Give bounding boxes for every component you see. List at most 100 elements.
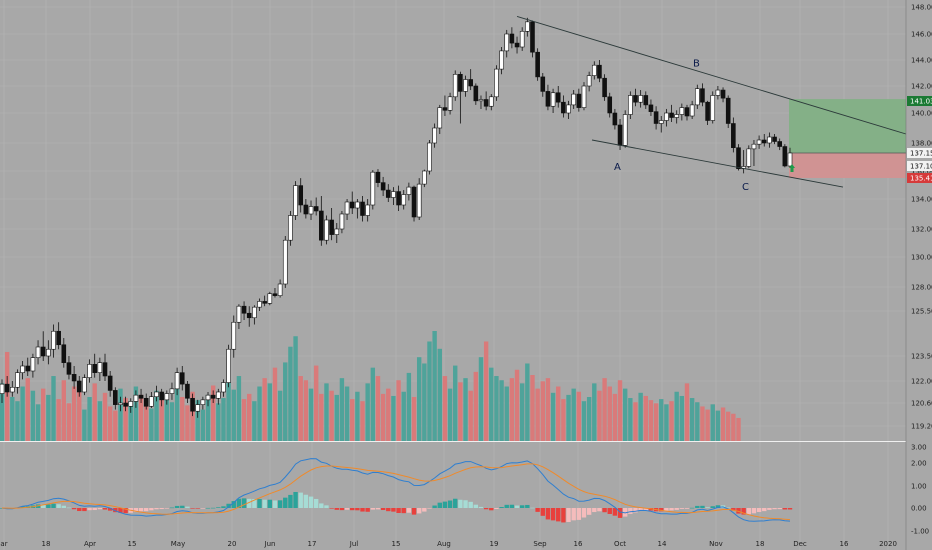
candle-body	[329, 219, 334, 235]
volume-bar	[607, 386, 612, 441]
candle-body	[339, 213, 345, 230]
candle-body	[483, 99, 489, 107]
candle-body	[205, 394, 211, 401]
volume-bar	[365, 383, 370, 441]
volume-bar	[643, 395, 648, 441]
macd-histogram-bar	[66, 507, 72, 509]
volume-bar	[257, 386, 262, 441]
macd-histogram-bar	[82, 508, 87, 512]
candle-body	[344, 201, 350, 215]
candle-body	[241, 305, 247, 314]
candle-body	[494, 68, 499, 98]
macd-histogram-bar	[324, 505, 329, 508]
volume-bar	[252, 401, 257, 441]
upper-trendline[interactable]	[516, 16, 907, 135]
candle-body	[638, 95, 643, 103]
macd-histogram-bar	[92, 508, 97, 511]
candle-body	[705, 101, 710, 121]
candle-body	[30, 357, 36, 372]
volume-bar	[87, 397, 92, 441]
candle-body	[787, 152, 793, 167]
volume-bar	[710, 404, 715, 441]
candle-body	[195, 404, 201, 412]
candle-body	[710, 95, 716, 121]
macd-tick-label: 2.00	[911, 460, 927, 468]
price-tag-current	[907, 148, 932, 158]
candle-body	[458, 74, 463, 92]
macd-histogram-bar	[87, 508, 92, 511]
macd-histogram-bar	[77, 508, 82, 512]
volume-bar	[545, 378, 551, 441]
volume-bar	[293, 336, 298, 441]
volume-bar	[128, 403, 133, 441]
volume-bar	[659, 399, 664, 441]
volume-bar	[499, 380, 504, 441]
price-tick-label: 146.00	[911, 31, 932, 39]
macd-histogram-bar	[56, 504, 61, 508]
candle-body	[612, 112, 618, 126]
macd-histogram-bar	[756, 508, 762, 513]
volume-bar	[586, 397, 592, 441]
risk-reward-tool[interactable]	[789, 99, 906, 178]
macd-tick-label: 0.00	[911, 505, 927, 513]
macd-histogram-bar	[715, 505, 721, 508]
macd-histogram-bar	[308, 496, 314, 508]
volume-bar	[102, 392, 108, 441]
macd-histogram-bar	[257, 498, 262, 508]
candle-body	[530, 21, 535, 53]
time-axis[interactable]: ar 18 Apr 15 May 20 Jun 17 Jul 15 Aug 19 Sep 16 Oct 14 N…	[0, 540, 897, 548]
macd-histogram-bar	[468, 501, 473, 508]
volume-bar	[272, 367, 278, 441]
macd-histogram-bar	[607, 508, 612, 514]
volume-bar	[339, 378, 345, 441]
macd-histogram-bar	[360, 508, 365, 512]
macd-histogram-bar	[247, 498, 252, 508]
macd-line	[1, 458, 791, 522]
volume-bar	[458, 382, 463, 441]
trendlines[interactable]	[516, 16, 907, 188]
volume-bar	[689, 398, 695, 441]
macd-histogram-bar	[138, 508, 144, 512]
volume-bar	[10, 397, 15, 441]
volume-bar	[154, 390, 159, 441]
candle-body	[159, 391, 164, 401]
candle-body	[488, 96, 494, 107]
volume-bar	[159, 399, 164, 441]
time-tick-label: May	[171, 540, 185, 548]
time-tick-label: 17	[308, 540, 317, 548]
time-tick-label: Sep	[533, 540, 547, 548]
candle-body	[61, 344, 67, 363]
candle-body	[607, 96, 613, 114]
macd-histogram-bar	[51, 503, 56, 508]
volume-bar	[77, 391, 82, 441]
price-tick-label: 142.00	[911, 83, 932, 91]
wave-label-a: A	[614, 162, 621, 173]
candle-body	[82, 377, 87, 393]
macd-histogram-bar	[571, 508, 576, 521]
price-tag-current-label: 137.15	[910, 150, 932, 158]
candle-body	[772, 136, 777, 142]
candle-body	[777, 141, 782, 147]
candle-body	[571, 93, 576, 106]
volume-bar	[684, 383, 690, 441]
profit-zone[interactable]	[789, 99, 906, 153]
macd-histogram-bar	[550, 508, 556, 521]
price-axis[interactable]: 148.00 146.00 144.00 142.00 140.00 138.00 136.…	[905, 0, 932, 550]
candle-body	[725, 97, 731, 124]
macd-histogram-bar	[344, 508, 350, 510]
candle-body	[313, 206, 319, 212]
volume-bar	[447, 388, 453, 441]
candle-body	[360, 201, 365, 216]
candle-body	[200, 399, 206, 405]
lower-trendline[interactable]	[591, 139, 844, 188]
macd-histogram-bar	[216, 507, 221, 508]
macd-histogram-bar	[566, 508, 571, 522]
macd-histogram-bar	[118, 508, 123, 513]
candle-body	[56, 330, 61, 346]
macd-histogram-bar	[674, 508, 679, 510]
macd-histogram-bar	[329, 508, 334, 509]
loss-zone[interactable]	[789, 153, 906, 178]
macd-histogram-bar	[556, 508, 561, 522]
candle-body	[51, 330, 56, 350]
